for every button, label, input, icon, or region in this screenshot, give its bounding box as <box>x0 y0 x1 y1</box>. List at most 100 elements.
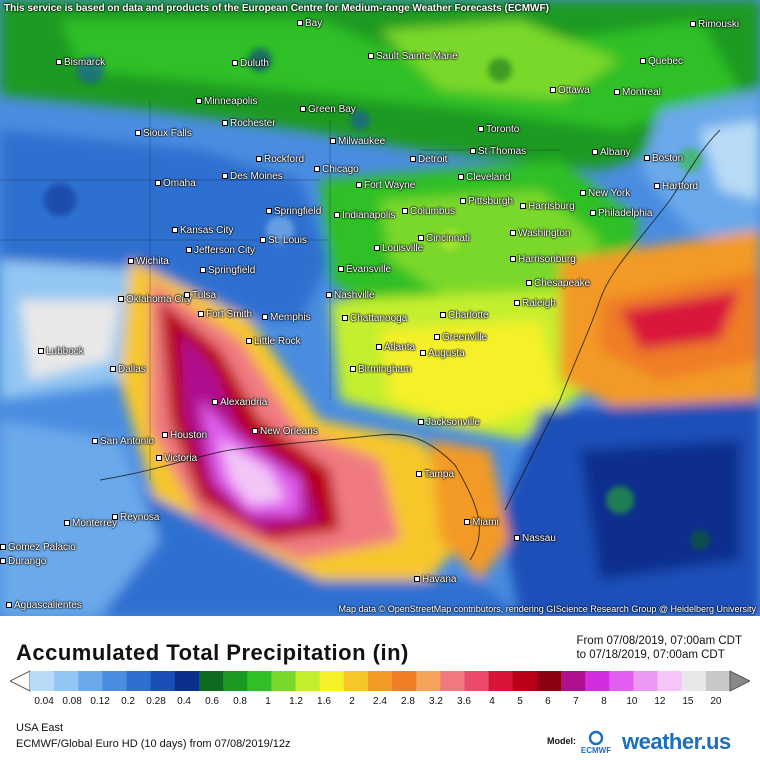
city-label: Birmingham <box>350 364 411 375</box>
scale-swatch <box>78 671 103 691</box>
city-label: Milwaukee <box>330 136 385 147</box>
city-label: Evansville <box>338 264 391 275</box>
valid-to: to 07/18/2019, 07:00am CDT <box>576 649 725 661</box>
ecmwf-logo-text: ECMWF <box>581 746 611 755</box>
scale-tick-label: 0.6 <box>205 696 219 707</box>
city-label: Omaha <box>155 178 196 189</box>
city-label: Albany <box>592 147 631 158</box>
scale-tick-label: 7 <box>573 696 579 707</box>
scale-tick-label: 0.4 <box>177 696 191 707</box>
city-label: Nassau <box>514 533 556 544</box>
city-label: Dallas <box>110 364 146 375</box>
city-label: Louisville <box>374 243 423 254</box>
scale-swatch <box>319 671 345 691</box>
city-label: Washington <box>510 228 570 239</box>
scale-tick-label: 8 <box>601 696 607 707</box>
city-label: Minneapolis <box>196 96 257 107</box>
scale-tick-label: 2 <box>349 696 355 707</box>
scale-tick-label: 0.8 <box>233 696 247 707</box>
scale-tick-label: 3.6 <box>457 696 471 707</box>
scale-tick-label: 15 <box>682 696 694 707</box>
scale-tick-label: 2.4 <box>373 696 387 707</box>
scale-min-cap <box>10 670 31 692</box>
scale-max-cap <box>729 670 750 692</box>
scale-swatch <box>343 671 369 691</box>
scale-swatch <box>223 671 248 691</box>
ecmwf-logo: ECMWF <box>581 730 611 755</box>
scale-swatch <box>102 671 128 691</box>
city-label: Greenville <box>434 332 487 343</box>
scale-swatch <box>416 671 441 691</box>
city-label: Philadelphia <box>590 208 653 219</box>
color-scale-ticks: 0.04 0.08 0.12 0.2 0.28 0.4 0.6 0.8 1 1.2 1.6 2 2.4 2… <box>0 696 760 710</box>
scale-swatch <box>609 671 634 691</box>
city-label: Toronto <box>478 124 519 135</box>
city-label: Springfield <box>200 265 255 276</box>
color-scale-bar <box>10 670 750 692</box>
city-label: Harrisonburg <box>510 254 576 265</box>
city-label: Chesapeake <box>526 278 590 289</box>
city-label: Tampa <box>416 469 454 480</box>
scale-tick-label: 3.2 <box>429 696 443 707</box>
city-label: Oklahoma City <box>118 294 192 305</box>
city-label: Rockford <box>256 154 304 165</box>
city-label: Nashville <box>326 290 375 301</box>
scale-tick-label: 12 <box>654 696 666 707</box>
city-label: Ottawa <box>550 85 590 96</box>
scale-swatch <box>247 671 272 691</box>
city-label: Cleveland <box>458 172 510 183</box>
scale-swatch <box>367 671 393 691</box>
city-label: Jefferson City <box>186 245 255 256</box>
city-label: Raleigh <box>514 298 556 309</box>
scale-swatch <box>488 671 514 691</box>
city-label: Reynosa <box>112 512 159 523</box>
precipitation-map[interactable]: This service is based on data and produc… <box>0 0 760 616</box>
weather-us-logo[interactable]: weather.us <box>622 729 731 754</box>
scale-swatch <box>464 671 490 691</box>
scale-swatch <box>392 671 417 691</box>
city-label: Jacksonville <box>418 417 480 428</box>
city-label: Indianapolis <box>334 210 395 221</box>
city-label: Harrisburg <box>520 201 575 212</box>
scale-tick-label: 1.2 <box>289 696 303 707</box>
city-label: Augusta <box>420 348 465 359</box>
valid-period: From 07/08/2019, 07:00am CDT to 07/18/20… <box>576 634 742 662</box>
city-label: Rimouski <box>690 19 739 30</box>
city-label: Kansas City <box>172 225 233 236</box>
scale-swatch <box>440 671 465 691</box>
scale-tick-label: 20 <box>710 696 722 707</box>
scale-swatch <box>657 671 683 691</box>
map-attribution: Map data © OpenStreetMap contributors, r… <box>338 604 756 614</box>
city-label: Des Moines <box>222 171 283 182</box>
scale-swatch <box>30 671 55 691</box>
model-prefix: Model: <box>547 736 576 746</box>
scale-swatch <box>561 671 586 691</box>
city-label: Little Rock <box>246 336 301 347</box>
scale-tick-label: 2.8 <box>401 696 415 707</box>
city-label: New York <box>580 188 630 199</box>
scale-swatch <box>54 671 79 691</box>
scale-swatch <box>174 671 200 691</box>
ecmwf-banner: This service is based on data and produc… <box>4 3 549 14</box>
city-label: Sault Sainte Marie <box>368 51 458 62</box>
city-label: Chattanooga <box>342 313 407 324</box>
city-label: Columbus <box>402 206 455 217</box>
scale-tick-label: 5 <box>517 696 523 707</box>
scale-swatch <box>536 671 562 691</box>
city-label: Miami <box>464 517 499 528</box>
city-label: Fort Smith <box>198 309 252 320</box>
city-label: Duluth <box>232 58 269 69</box>
city-label: Atlanta <box>376 342 415 353</box>
scale-swatch <box>198 671 224 691</box>
city-label: Alexandria <box>212 397 267 408</box>
city-label: San Antonio <box>92 436 154 447</box>
city-label: Sioux Falls <box>135 128 192 139</box>
scale-tick-label: 4 <box>489 696 495 707</box>
scale-tick-label: 0.04 <box>34 696 54 707</box>
city-label: Quebec <box>640 56 683 67</box>
scale-tick-label: 10 <box>626 696 638 707</box>
city-label: Rochester <box>222 118 276 129</box>
city-label: Cincinnati <box>418 233 470 244</box>
city-label: Victoria <box>156 453 197 464</box>
scale-tick-label: 0.2 <box>121 696 135 707</box>
